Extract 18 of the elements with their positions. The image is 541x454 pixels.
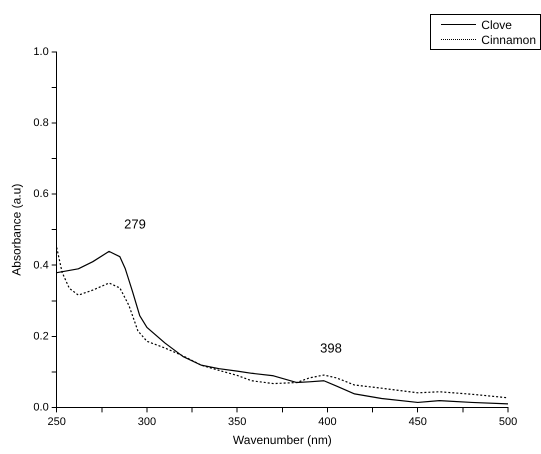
y-tick-label: 0.2 — [33, 330, 49, 342]
y-tick-label: 0.0 — [33, 401, 49, 414]
x-tick-label: 350 — [228, 416, 246, 428]
legend-label: Cinnamon — [481, 32, 536, 46]
x-tick-label: 500 — [498, 416, 518, 428]
legend-label: Clove — [481, 18, 512, 32]
x-tick-label: 450 — [408, 416, 427, 428]
x-axis-title: Wavenumber (nm) — [232, 433, 332, 448]
x-tick-label: 300 — [138, 416, 156, 428]
annotation: 398 — [320, 340, 342, 356]
x-tick-label: 250 — [48, 416, 66, 428]
y-tick-label: 1.0 — [33, 46, 49, 58]
annotation: 279 — [124, 216, 146, 232]
x-tick-label: 400 — [318, 416, 337, 428]
y-tick-label: 0.4 — [33, 259, 49, 272]
y-tick-label: 0.6 — [33, 188, 49, 200]
y-tick-label: 0.8 — [33, 117, 49, 130]
y-axis-title: Absorbance (a.u) — [10, 184, 24, 276]
